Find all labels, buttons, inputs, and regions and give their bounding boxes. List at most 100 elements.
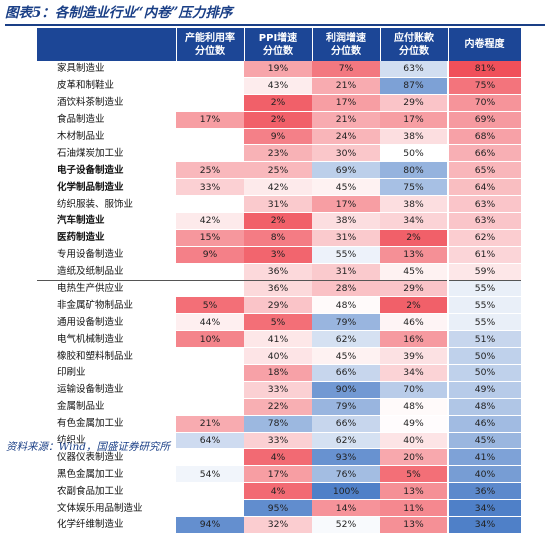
capacity-utilization-cell (176, 94, 244, 112)
capacity-utilization-cell (176, 195, 244, 214)
table-row: 木材制品业 9% 24% 38% 68% (37, 128, 521, 146)
industry-name: 农副食品加工业 (37, 482, 176, 501)
header-capacity-utilization-text: 产能利用率 分位数 (185, 33, 235, 57)
profit-growth-cell: 100% (312, 482, 380, 501)
header-accounts-payable-text: 应付账款 分位数 (394, 33, 434, 57)
table-row: 医药制造业 15% 8% 31% 2% 62% (37, 229, 521, 247)
involution-degree-cell: 50% (447, 364, 521, 382)
involution-degree-cell: 75% (447, 77, 521, 95)
accounts-payable-cell: 49% (380, 415, 448, 433)
involution-degree-cell: 48% (447, 398, 521, 416)
accounts-payable-cell: 80% (380, 161, 448, 180)
profit-growth-cell: 24% (312, 128, 380, 146)
accounts-payable-cell: 13% (380, 246, 448, 264)
involution-degree-cell: 45% (447, 432, 521, 450)
accounts-payable-cell: 2% (380, 229, 448, 247)
capacity-utilization-cell (176, 398, 244, 416)
capacity-utilization-cell: 10% (176, 330, 244, 349)
ppi-growth-cell: 33% (244, 381, 312, 399)
involution-degree-cell: 49% (447, 381, 521, 399)
capacity-utilization-cell: 54% (176, 465, 244, 484)
capacity-utilization-cell (176, 128, 244, 146)
profit-growth-cell: 52% (312, 516, 380, 534)
header-capacity-utilization: 产能利用率 分位数 (176, 28, 245, 61)
involution-degree-cell: 62% (447, 229, 521, 247)
table-row: 非金属矿物制品业 5% 29% 48% 2% 55% (37, 296, 521, 315)
involution-degree-cell: 55% (447, 280, 521, 298)
accounts-payable-cell: 13% (380, 482, 448, 501)
capacity-utilization-cell: 15% (176, 229, 244, 247)
profit-growth-cell: 17% (312, 94, 380, 112)
capacity-utilization-cell: 5% (176, 296, 244, 315)
involution-degree-cell: 40% (447, 465, 521, 484)
industry-name: 电气机械制造业 (37, 330, 176, 349)
involution-degree-cell: 51% (447, 330, 521, 349)
profit-growth-cell: 76% (312, 465, 380, 484)
involution-degree-cell: 81% (447, 61, 521, 78)
accounts-payable-cell: 13% (380, 516, 448, 534)
header-line: PPI增速 (258, 32, 298, 44)
table-row: 电热生产供应业 36% 28% 29% 55% (37, 280, 521, 298)
ppi-growth-cell: 32% (244, 516, 312, 534)
profit-growth-cell: 48% (312, 296, 380, 315)
capacity-utilization-cell: 25% (176, 161, 244, 180)
profit-growth-cell: 55% (312, 246, 380, 264)
table-row: 纺织业 64% 33% 62% 40% 45% (37, 432, 521, 450)
header-industry (37, 28, 177, 61)
table-row: 运输设备制造业 33% 90% 70% 49% (37, 381, 521, 399)
table-row: 皮革和制鞋业 43% 21% 87% 75% (37, 77, 521, 95)
capacity-utilization-cell: 33% (176, 178, 244, 197)
figure-title-text: 图表5：各制造业行业“内卷”压力排序 (5, 5, 233, 21)
table-row: 专用设备制造业 9% 3% 55% 13% 61% (37, 246, 521, 264)
industry-name: 纺织服装、服饰业 (37, 195, 176, 214)
involution-degree-cell: 61% (447, 246, 521, 264)
involution-degree-cell: 36% (447, 482, 521, 501)
capacity-utilization-cell (176, 280, 244, 298)
table-row: 纺织服装、服饰业 31% 17% 38% 63% (37, 195, 521, 214)
industry-name: 石油煤炭加工业 (37, 144, 176, 163)
header-profit-growth: 利润增速 分位数 (312, 28, 381, 61)
accounts-payable-cell: 11% (380, 499, 448, 518)
involution-degree-cell: 66% (447, 144, 521, 163)
industry-name: 木材制品业 (37, 128, 176, 146)
ppi-growth-cell: 40% (244, 347, 312, 366)
industry-name: 运输设备制造业 (37, 381, 176, 399)
table-row: 印刷业 18% 66% 34% 50% (37, 364, 521, 382)
capacity-utilization-cell (176, 347, 244, 366)
involution-degree-cell: 64% (447, 178, 521, 197)
table-body: 家具制造业 19% 7% 63% 81% 皮革和制鞋业 43% 21% 87% 75% 酒饮料茶制造… (37, 61, 521, 534)
profit-growth-cell: 31% (312, 263, 380, 281)
ppi-growth-cell: 19% (244, 61, 312, 78)
capacity-utilization-cell (176, 448, 244, 467)
accounts-payable-cell: 63% (380, 61, 448, 78)
header-line: 分位数 (263, 45, 293, 57)
profit-growth-cell: 31% (312, 229, 380, 247)
header-line: 分位数 (399, 45, 429, 57)
involution-degree-cell: 41% (447, 448, 521, 467)
capacity-utilization-cell (176, 61, 244, 78)
ppi-growth-cell: 3% (244, 246, 312, 264)
involution-degree-cell: 50% (447, 347, 521, 366)
industry-name: 非金属矿物制品业 (37, 296, 176, 315)
profit-growth-cell: 93% (312, 448, 380, 467)
accounts-payable-cell: 70% (380, 381, 448, 399)
header-line: 利润增速 (326, 32, 366, 44)
industry-name: 橡胶和塑料制品业 (37, 347, 176, 366)
capacity-utilization-cell: 94% (176, 516, 244, 534)
involution-degree-cell: 59% (447, 263, 521, 281)
capacity-utilization-cell: 44% (176, 313, 244, 332)
capacity-utilization-cell (176, 263, 244, 281)
involution-degree-cell: 55% (447, 296, 521, 315)
involution-degree-cell: 65% (447, 161, 521, 180)
accounts-payable-cell: 17% (380, 111, 448, 129)
involution-degree-cell: 34% (447, 499, 521, 518)
profit-growth-cell: 66% (312, 364, 380, 382)
industry-name: 家具制造业 (37, 61, 176, 78)
accounts-payable-cell: 29% (380, 94, 448, 112)
pressure-ranking-table: 产能利用率 分位数 PPI增速 分位数 利润增速 分位数 应付账款 分位数 内卷程度 家… (37, 28, 522, 534)
ppi-growth-cell: 5% (244, 313, 312, 332)
table-row: 橡胶和塑料制品业 40% 45% 39% 50% (37, 347, 521, 366)
involution-degree-cell: 34% (447, 516, 521, 534)
table-row: 电气机械制造业 10% 41% 62% 16% 51% (37, 330, 521, 349)
table-row: 造纸及纸制品业 36% 31% 45% 59% (37, 263, 521, 281)
